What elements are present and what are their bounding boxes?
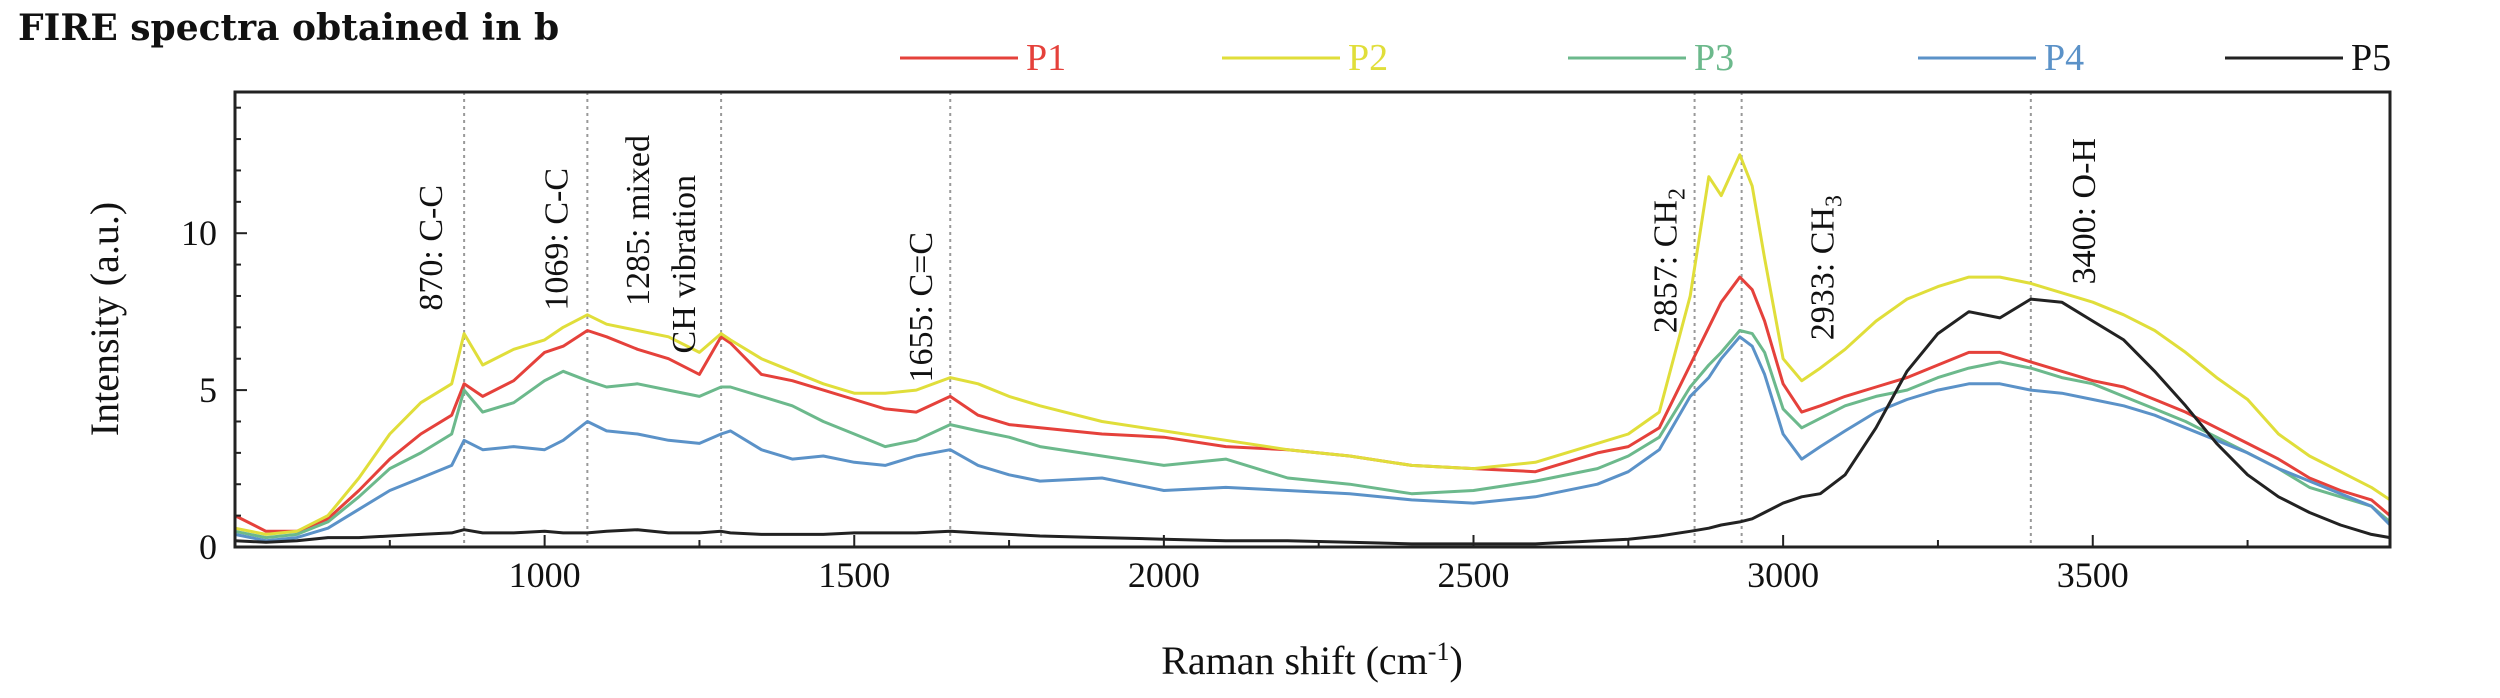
legend-label-p2: P2 — [1348, 37, 1388, 79]
annotation-label-3: 1655: C=C — [903, 232, 940, 382]
series-line-p2 — [234, 153, 2391, 536]
legend-label-p3: P3 — [1694, 37, 1734, 79]
chart-title: FIRE spectra obtained in b — [18, 7, 559, 49]
y-tick-label: 5 — [199, 370, 217, 410]
annotation-labels: 870: C-C 1069: C-C 1285: mixed CH vibration… — [413, 135, 2103, 382]
annotation-label-1: 1069: C-C — [538, 168, 575, 311]
annotation-lines — [463, 92, 2032, 547]
x-tick-label: 1500 — [818, 555, 890, 595]
legend-label-p5: P5 — [2351, 37, 2391, 79]
y-tick-label: 10 — [181, 213, 217, 253]
y-axis-label: Intensity (a.u.) — [82, 202, 127, 436]
axis-ticks: 1000 1500 2000 2500 3000 3500 0 5 10 — [181, 106, 2249, 595]
series-line-p4 — [234, 335, 2392, 543]
annotation-label-4: 2857: CH2 — [1648, 188, 1691, 333]
x-tick-label: 1000 — [509, 555, 581, 595]
annotation-label-6: 3400: O-H — [2066, 138, 2103, 284]
legend: P1 P2 P3 P4 P5 — [900, 37, 2391, 79]
y-tick-label: 0 — [199, 527, 217, 567]
x-tick-label: 2000 — [1128, 555, 1200, 595]
series-layer — [234, 153, 2392, 546]
x-axis-label: Raman shift (cm-1) — [1161, 637, 1463, 683]
x-tick-label: 3500 — [2057, 555, 2129, 595]
x-tick-label: 3000 — [1747, 555, 1819, 595]
annotation-label-2: 1285: mixed — [620, 135, 657, 306]
series-line-p3 — [234, 329, 2391, 540]
annotation-label-2-line2: CH vibration — [666, 175, 703, 353]
legend-label-p4: P4 — [2044, 37, 2084, 79]
plot-frame — [233, 90, 2392, 549]
annotation-label-0: 870: C-C — [413, 185, 450, 311]
legend-label-p1: P1 — [1026, 37, 1066, 79]
series-line-p5 — [234, 297, 2391, 546]
annotation-label-5: 2933: CH3 — [1805, 195, 1848, 340]
x-tick-label: 2500 — [1438, 555, 1510, 595]
